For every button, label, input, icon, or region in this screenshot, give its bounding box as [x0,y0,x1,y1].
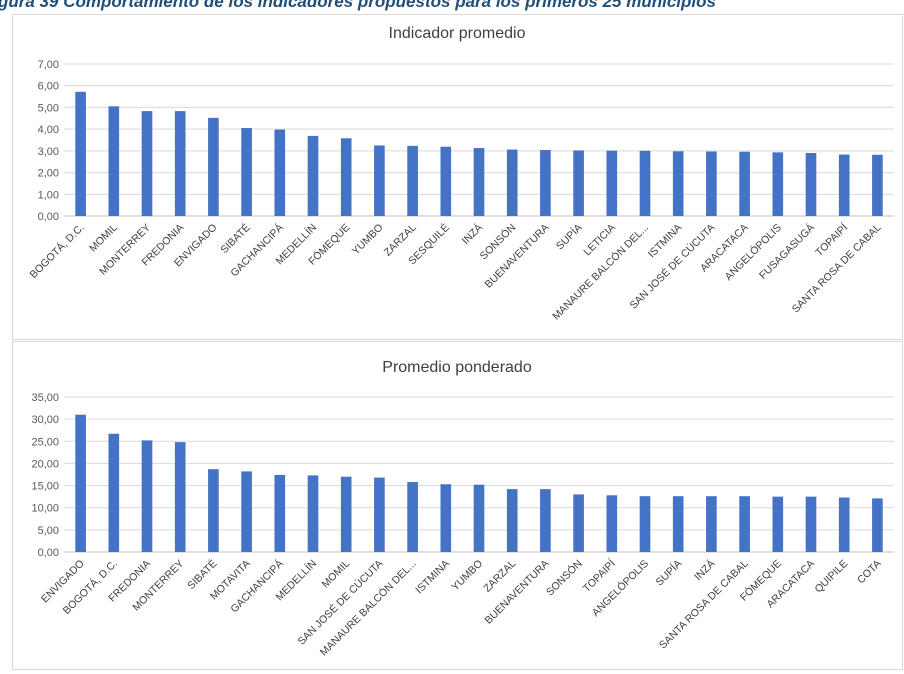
y-tick-label: 0,00 [38,547,59,559]
bar [639,150,651,216]
x-tick-label: ANGELÓPOLIS [722,221,784,283]
chart-title: Indicador promedio [389,25,526,42]
bar [340,138,352,216]
bar [573,494,584,552]
bar [407,482,418,552]
bar [440,484,452,552]
y-tick-label: 3,00 [38,146,59,158]
x-tick-label: BUENAVENTURA [483,558,552,627]
y-tick-label: 5,00 [38,102,59,114]
x-tick-label: INZÁ [459,221,485,247]
bar [374,477,385,552]
bar [672,496,684,552]
y-tick-label: 2,00 [38,168,59,180]
bar [108,433,120,552]
chart-panel-indicador-promedio: Indicador promedio 0,00 1,00 2,00 3,00 4,00 5,… [12,14,903,340]
y-tick-label: 30,00 [31,414,59,426]
bar [573,150,584,216]
bar [506,149,518,216]
y-tick-label: 20,00 [31,458,59,470]
y-tick-label: 6,00 [38,81,59,93]
x-tick-label: MOMIL [319,558,352,591]
bar [706,151,717,216]
bar [473,484,485,552]
x-tick-label: BOGOTÁ, D.C. [27,221,87,281]
bar [174,111,186,216]
bar [805,153,817,216]
bar [838,497,850,552]
bar [108,106,120,216]
y-tick-label: 1,00 [38,189,59,201]
bar [540,149,551,216]
bar [274,474,286,552]
x-tick-label: ISTMINA [413,558,452,597]
y-tick-label: 35,00 [31,392,59,404]
chart-promedio-ponderado: Promedio ponderado 0,00 5,00 10,00 15,00 20,0… [31,359,894,659]
chart-panel-promedio-ponderado: Promedio ponderado 0,00 5,00 10,00 15,00 20,0… [12,341,903,670]
bar [872,498,883,552]
bar [772,152,784,216]
y-tick-label: 0,00 [38,211,59,223]
x-tick-label: ANGELÓPOLIS [589,557,651,619]
bar [208,117,219,216]
x-tick-label: BUENAVENTURA [483,222,552,291]
bar [174,442,186,552]
bar [241,128,252,216]
bar [872,154,883,216]
bar [606,150,618,216]
bar [141,440,153,552]
bar [208,469,219,552]
y-tick-label: 15,00 [31,481,59,493]
bar [706,496,717,552]
bar [473,148,485,216]
x-tick-label: YUMBO [449,558,485,594]
chart-title: Promedio ponderado [382,359,532,376]
bar [772,496,784,552]
y-tick-label: 5,00 [38,525,59,537]
bar [639,496,651,552]
bar [672,151,684,216]
bar [75,91,86,216]
bar [540,489,551,552]
chart-indicador-promedio: Indicador promedio 0,00 1,00 2,00 3,00 4,00 5,… [27,25,894,323]
bar [805,496,817,552]
y-tick-label: 4,00 [38,124,59,136]
bar [307,475,319,552]
bar [75,414,86,552]
x-tick-label: QUIPILE [813,558,851,596]
bar [407,145,418,216]
y-tick-label: 25,00 [31,436,59,448]
x-tick-label: COTA [855,558,884,587]
y-tick-label: 10,00 [31,503,59,515]
bar [838,154,850,216]
x-tick-label: YUMBO [350,222,386,258]
bar [307,135,319,216]
bar [374,145,385,216]
bar [440,146,452,216]
figure-caption: gura 39 Comportamiento de los indicadore… [0,0,904,14]
x-tick-label: FUSAGASUGÁ [756,221,817,282]
bar [340,476,352,552]
bar [274,129,286,216]
bar [739,151,750,216]
x-tick-label: INZÁ [691,557,717,583]
x-tick-label: MOMIL [87,222,120,255]
bar [606,495,618,552]
bar [241,471,252,552]
x-tick-label: SONSÓN [543,557,584,598]
bar [141,111,153,216]
x-tick-label: SUPÍA [553,221,584,252]
bar [506,489,518,552]
y-tick-label: 7,00 [38,59,59,71]
x-tick-label: SUPÍA [653,557,684,588]
bar [739,496,750,552]
figure-caption-text: gura 39 Comportamiento de los indicadore… [0,0,716,11]
